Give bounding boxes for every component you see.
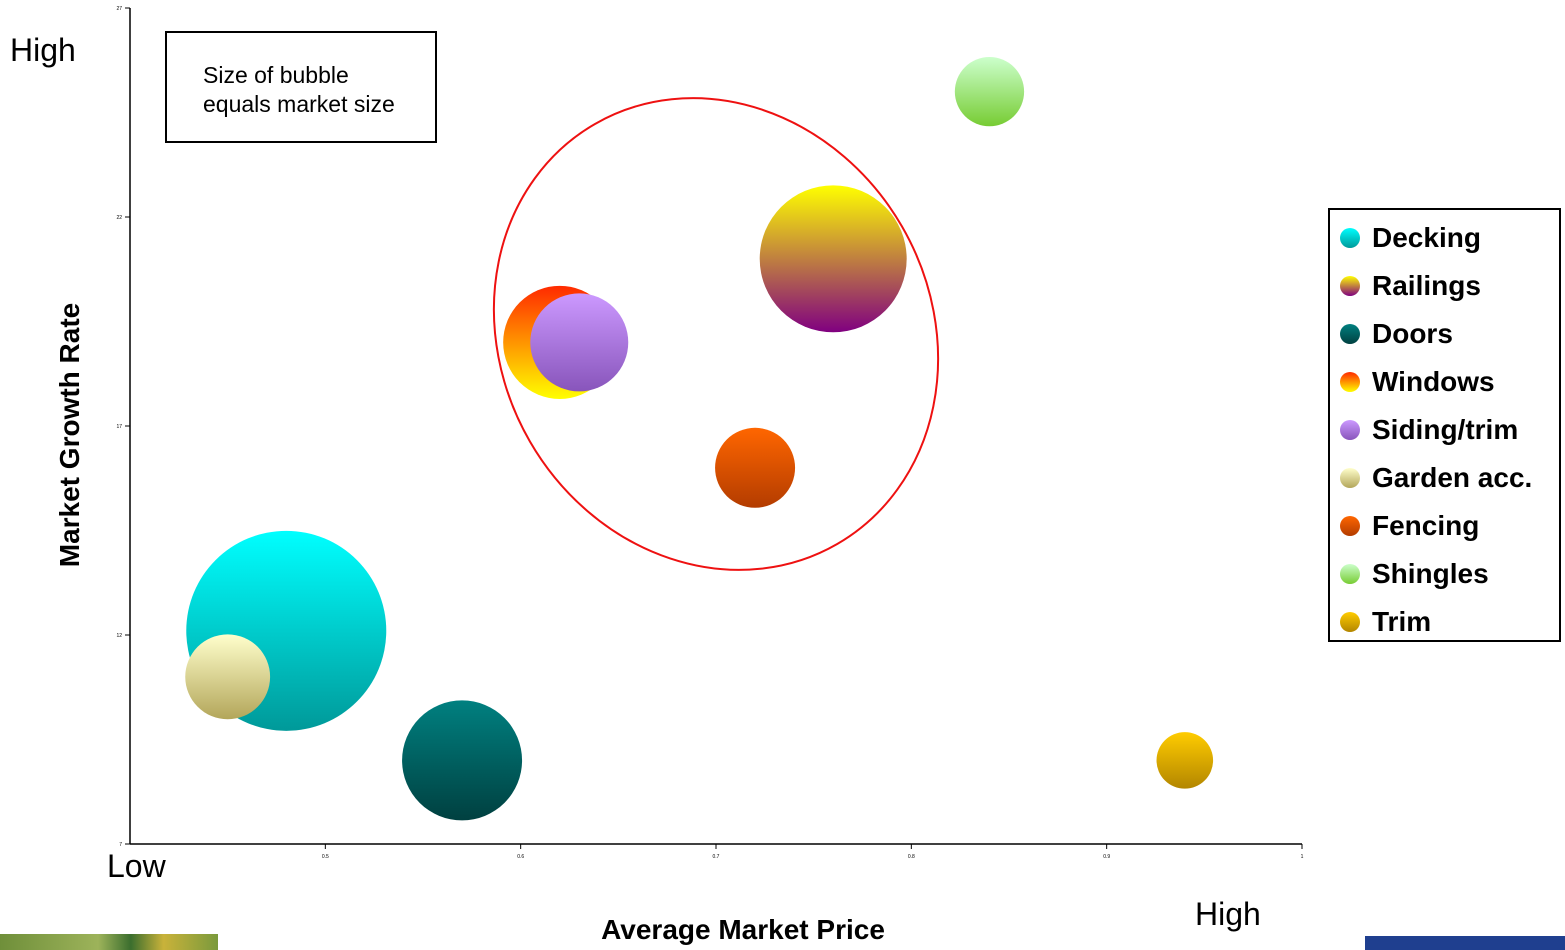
legend-swatch xyxy=(1340,420,1360,440)
legend-swatch xyxy=(1340,276,1360,296)
note-line-2: equals market size xyxy=(203,91,395,117)
legend-label: Doors xyxy=(1372,318,1453,349)
legend-label: Fencing xyxy=(1372,510,1480,541)
note-line-1: Size of bubble xyxy=(203,62,349,88)
legend-item: Railings xyxy=(1340,262,1481,310)
legend-item: Doors xyxy=(1340,310,1453,358)
legend-item: Decking xyxy=(1340,214,1481,262)
x-axis-label: Average Market Price xyxy=(601,914,885,945)
legend-label: Railings xyxy=(1372,270,1481,301)
corner-label-top-left: High xyxy=(10,32,76,68)
legend-label: Siding/trim xyxy=(1372,414,1519,445)
bubbles xyxy=(185,56,1214,821)
note-box: Size of bubble equals market size xyxy=(165,31,437,143)
legend-item: Fencing xyxy=(1340,502,1479,550)
legend-swatch xyxy=(1340,468,1360,488)
corner-label-bottom-left: Low xyxy=(107,848,166,884)
y-tick-label: 27 xyxy=(116,6,122,12)
legend-item: Siding/trim xyxy=(1340,406,1518,454)
logo-right xyxy=(1365,936,1565,950)
bubble-trim xyxy=(1156,732,1214,789)
logo-left xyxy=(0,934,218,950)
legend-item: Garden acc. xyxy=(1340,454,1532,502)
legend-label: Shingles xyxy=(1372,558,1489,589)
legend-swatch xyxy=(1340,612,1360,632)
x-tick-label: 0.7 xyxy=(713,854,720,860)
highlight-ellipse xyxy=(492,97,940,571)
bubble-doors xyxy=(402,700,523,821)
legend-item: Trim xyxy=(1340,598,1431,646)
y-tick-label: 22 xyxy=(116,215,122,221)
y-axis-label: Market Growth Rate xyxy=(54,302,85,568)
axes xyxy=(125,7,1303,849)
annotations xyxy=(492,97,940,571)
bubble-siding-trim xyxy=(530,293,629,392)
legend-swatch xyxy=(1340,228,1360,248)
legend-label: Windows xyxy=(1372,366,1495,397)
note-text: Size of bubble equals market size xyxy=(203,61,433,119)
x-tick-label: 0.6 xyxy=(517,854,524,860)
y-tick-label: 12 xyxy=(116,633,122,639)
legend-swatch xyxy=(1340,324,1360,344)
legend-label: Trim xyxy=(1372,606,1432,637)
y-tick-label: 7 xyxy=(119,842,122,848)
bubble-fencing xyxy=(715,427,796,508)
x-tick-label: 0.8 xyxy=(908,854,915,860)
legend-swatch xyxy=(1340,564,1360,584)
legend-swatch xyxy=(1340,516,1360,536)
legend-item: Shingles xyxy=(1340,550,1489,598)
x-tick-label: 1 xyxy=(1301,854,1304,860)
legend-swatch xyxy=(1340,372,1360,392)
x-tick-label: 0.5 xyxy=(322,854,329,860)
legend-label: Garden acc. xyxy=(1372,462,1533,493)
x-tick-label: 0.9 xyxy=(1103,854,1110,860)
bubble-railings xyxy=(759,185,907,333)
y-tick-label: 17 xyxy=(116,424,122,430)
tick-labels: 7 12 17 22 27 0.5 0.6 0.7 0.8 0.9 1 xyxy=(116,6,1303,860)
corner-label-bottom-right: High xyxy=(1195,896,1261,932)
bubble-garden-acc xyxy=(185,634,271,720)
legend: Decking Railings Doors Windows Siding/trim Ga… xyxy=(1328,208,1561,642)
legend-label: Decking xyxy=(1372,222,1481,253)
legend-item: Windows xyxy=(1340,358,1495,406)
bubble-shingles xyxy=(954,56,1025,127)
